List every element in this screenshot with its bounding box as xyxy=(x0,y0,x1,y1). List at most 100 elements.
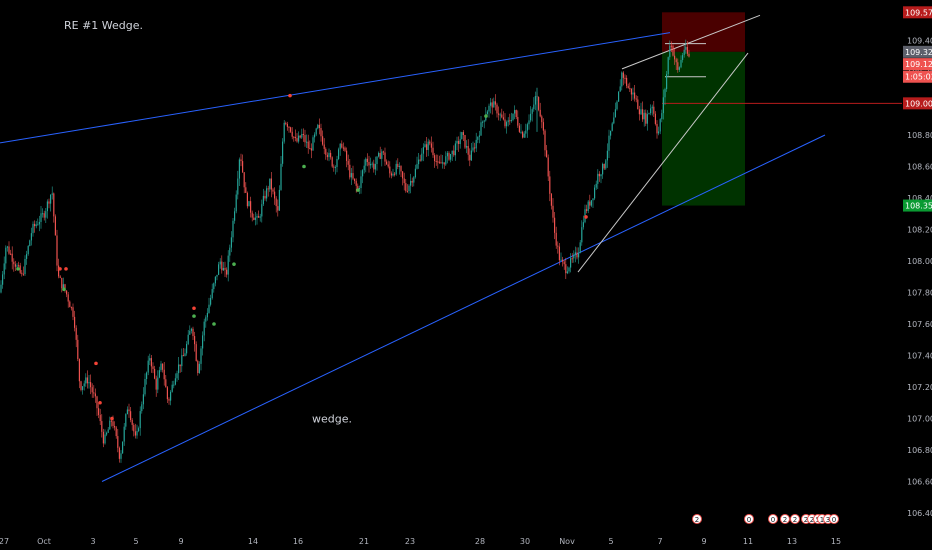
event-marker[interactable]: 0 xyxy=(829,514,839,525)
candle-body xyxy=(253,217,255,220)
candle-body xyxy=(419,159,421,161)
candle-body xyxy=(502,117,504,120)
candle-body xyxy=(661,113,663,120)
price-tag[interactable]: 109.129 xyxy=(903,58,932,71)
price-tag[interactable]: 109.328 xyxy=(903,45,932,58)
event-marker[interactable]: 2 xyxy=(790,514,800,525)
candle-body xyxy=(157,377,159,390)
candle-body xyxy=(35,224,37,227)
event-marker-label: 2 xyxy=(804,516,808,524)
price-tag[interactable]: 109.001 xyxy=(903,97,932,110)
candle-body xyxy=(642,109,644,120)
candle-body xyxy=(179,364,181,367)
x-tick-label: 30 xyxy=(520,537,530,546)
price-tag[interactable]: 1:05:02 xyxy=(903,70,932,83)
candle-body xyxy=(480,122,482,136)
candle-body xyxy=(176,373,178,379)
candle-body xyxy=(70,307,72,309)
event-marker[interactable]: 0 xyxy=(744,514,754,525)
candle-body xyxy=(670,45,672,47)
event-marker[interactable]: 2 xyxy=(780,514,790,525)
candle-body xyxy=(555,232,557,246)
candle-body xyxy=(285,122,287,125)
signal-up-dot xyxy=(212,322,216,326)
candle-body xyxy=(682,55,684,60)
x-tick-label: 16 xyxy=(293,537,303,546)
small-wedge-lower-line[interactable] xyxy=(577,52,749,273)
candle-body xyxy=(539,109,541,117)
event-marker[interactable]: 0 xyxy=(768,514,778,525)
wedge-upper-trendline[interactable] xyxy=(0,32,671,144)
price-tag-bg xyxy=(903,70,932,83)
candle-body xyxy=(218,264,220,275)
y-tick-label: 108.800 xyxy=(907,131,932,140)
signal-up-dot xyxy=(16,267,20,271)
price-tag[interactable]: 108.352 xyxy=(903,199,932,212)
candle-body xyxy=(538,97,540,110)
candle-body xyxy=(478,135,480,137)
candle-body xyxy=(46,201,48,212)
candle-body xyxy=(136,431,138,436)
annotation-wedge[interactable]: wedge. xyxy=(312,413,352,426)
candle-body xyxy=(174,378,176,385)
candle-body xyxy=(86,377,88,384)
candle-body xyxy=(19,265,21,273)
candle-body xyxy=(64,284,66,291)
candle-body xyxy=(149,358,151,361)
price-tag-label: 109.001 xyxy=(905,99,932,108)
candle-body xyxy=(62,284,64,289)
candle-body xyxy=(227,255,229,275)
candle-body xyxy=(454,143,456,156)
event-marker[interactable]: 2 xyxy=(692,514,702,525)
candle-body xyxy=(334,167,336,169)
candle-body xyxy=(645,112,647,124)
candle-body xyxy=(552,205,554,218)
price-axis[interactable] xyxy=(902,0,932,550)
candle-body xyxy=(278,189,280,211)
take-profit-zone[interactable] xyxy=(662,51,745,206)
candle-body xyxy=(443,162,445,165)
candle-body xyxy=(406,190,408,192)
candle-body xyxy=(686,47,688,54)
time-axis[interactable] xyxy=(0,532,932,550)
candle-body xyxy=(578,252,580,258)
candle-body xyxy=(549,176,551,194)
candle-body xyxy=(133,424,135,432)
candle-body xyxy=(283,122,285,142)
candle-body xyxy=(499,114,501,116)
signal-down-dot xyxy=(192,306,196,311)
stop-loss-zone[interactable] xyxy=(662,12,745,52)
candle-body xyxy=(101,421,103,432)
candle-body xyxy=(139,411,141,429)
candle-body xyxy=(387,164,389,167)
event-marker-circle xyxy=(768,514,778,524)
candle-body xyxy=(211,289,213,299)
event-marker-circle xyxy=(790,514,800,524)
small-wedge-upper-line[interactable] xyxy=(621,14,761,70)
candle-body xyxy=(192,328,194,337)
candle-body xyxy=(230,237,232,248)
candle-body xyxy=(531,109,533,114)
price-tag[interactable]: 109.579 xyxy=(903,6,932,19)
candle-body xyxy=(344,147,346,151)
candle-body xyxy=(336,158,338,168)
signal-down-dot xyxy=(64,267,68,271)
candle-body xyxy=(677,62,679,70)
x-tick-label: 5 xyxy=(133,537,138,546)
candle-body xyxy=(637,99,639,110)
candle-body xyxy=(202,335,204,349)
wedge-lower-trendline[interactable] xyxy=(101,134,826,482)
candle-body xyxy=(618,91,620,102)
candle-body xyxy=(653,106,655,114)
candle-body xyxy=(427,141,429,150)
candle-body xyxy=(568,267,570,272)
candle-body xyxy=(181,355,183,367)
candle-body xyxy=(237,178,239,195)
x-tick-label: 15 xyxy=(831,537,841,546)
candle-body xyxy=(470,150,472,161)
candle-body xyxy=(186,344,188,354)
candle-body xyxy=(632,92,634,95)
annotation-re-wedge[interactable]: RE #1 Wedge. xyxy=(64,19,143,32)
